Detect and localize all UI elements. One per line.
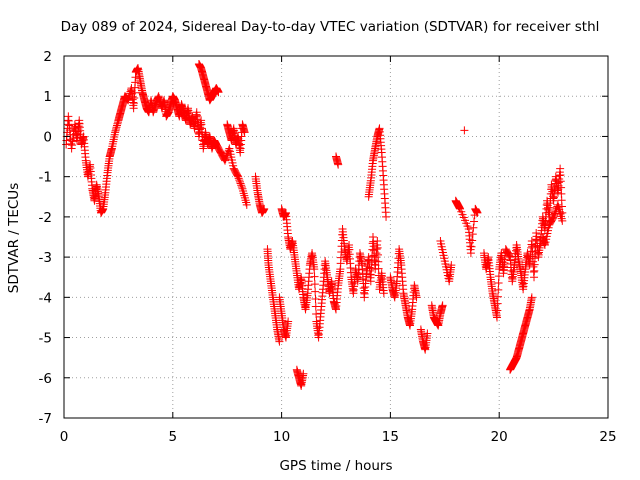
data-point [284, 317, 293, 326]
data-points [62, 60, 567, 390]
x-tick-labels: 0 5 10 15 20 25 [60, 429, 617, 445]
data-point [311, 287, 320, 296]
data-point [334, 160, 343, 169]
data-point [468, 230, 477, 239]
data-point [550, 211, 559, 220]
data-point [493, 299, 502, 308]
data-point [374, 264, 383, 273]
data-point [447, 261, 456, 270]
y-axis-label: SDTVAR / TECUs [6, 183, 22, 293]
data-point [234, 172, 243, 181]
data-point [469, 223, 478, 232]
x-tick-label: 10 [273, 429, 290, 445]
data-point [373, 250, 382, 259]
data-point [240, 128, 249, 137]
data-point [494, 272, 503, 281]
data-point [235, 177, 244, 186]
data-point [236, 179, 245, 188]
data-point [242, 200, 251, 209]
data-point [221, 154, 230, 163]
data-point [493, 313, 502, 322]
data-point [221, 156, 230, 165]
y-tick-label: 1 [43, 89, 52, 105]
data-point [310, 280, 319, 289]
chart-title: Day 089 of 2024, Sidereal Day-to-day VTE… [61, 19, 600, 35]
grid-lines [64, 56, 608, 418]
data-point [505, 251, 514, 260]
y-tick-label: -1 [39, 170, 52, 186]
data-point [234, 174, 243, 183]
x-tick-label: 5 [169, 429, 178, 445]
y-tick-label: -3 [39, 250, 52, 266]
data-point [558, 216, 567, 225]
data-point [224, 146, 233, 155]
data-point [260, 204, 269, 213]
data-point [550, 209, 559, 218]
y-tick-label: 2 [43, 49, 52, 65]
data-point [494, 285, 503, 294]
y-tick-label: -6 [39, 371, 52, 387]
data-point [466, 249, 475, 258]
data-point [412, 293, 421, 302]
data-point [493, 292, 502, 301]
data-point [468, 236, 477, 245]
x-tick-label: 25 [599, 429, 616, 445]
data-point [467, 242, 476, 251]
data-point [374, 257, 383, 266]
data-point [438, 301, 447, 310]
plot-frame [63, 55, 609, 419]
data-point [493, 306, 502, 315]
data-point [311, 295, 320, 304]
data-point [310, 265, 319, 274]
data-point [222, 151, 231, 160]
axis-ticks [63, 55, 609, 419]
data-point [237, 181, 246, 190]
y-tick-labels: 2 1 0 -1 -2 -3 -4 -5 -6 -7 [39, 49, 52, 427]
y-tick-label: -5 [39, 331, 52, 347]
x-tick-label: 0 [60, 429, 69, 445]
data-point [373, 237, 382, 246]
data-point [214, 88, 223, 97]
data-point [423, 329, 432, 338]
data-point [373, 243, 382, 252]
data-point [470, 217, 479, 226]
data-point [310, 272, 319, 281]
data-point [382, 212, 391, 221]
x-tick-label: 15 [382, 429, 399, 445]
y-tick-label: -4 [39, 290, 52, 306]
data-point [473, 208, 482, 217]
data-point [379, 289, 388, 298]
data-point [549, 212, 558, 221]
data-point [527, 293, 536, 302]
data-point [312, 309, 321, 318]
data-point [275, 337, 284, 346]
data-point [494, 278, 503, 287]
y-tick-label: -2 [39, 210, 52, 226]
x-tick-label: 20 [491, 429, 508, 445]
data-point [235, 176, 244, 185]
x-axis-label: GPS time / hours [279, 458, 392, 474]
y-tick-label: -7 [39, 411, 52, 427]
data-point [460, 126, 469, 135]
data-point [299, 369, 308, 378]
data-point [237, 183, 246, 192]
y-tick-label: 0 [43, 129, 52, 145]
